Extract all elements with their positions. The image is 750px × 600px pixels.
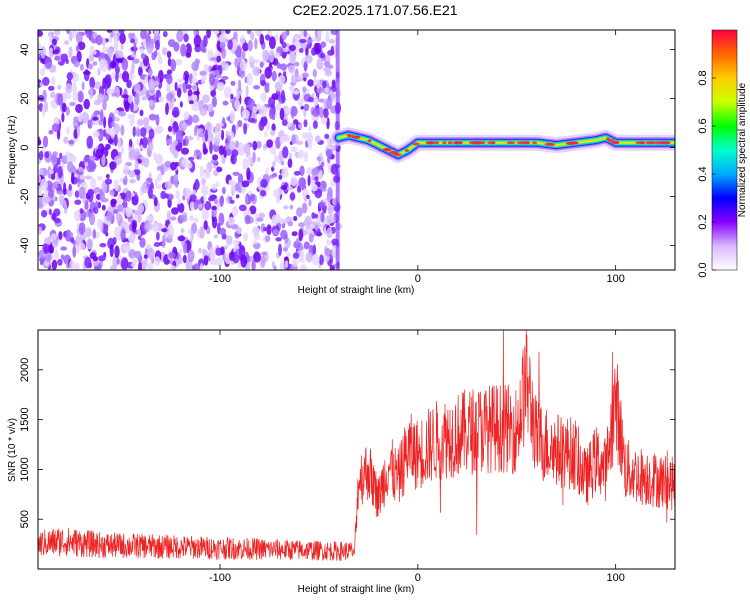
- colorbar-tick-label: 0.6: [697, 118, 709, 133]
- spectrogram-y-tick-label: 40: [19, 43, 31, 55]
- snr-series-path: [38, 330, 675, 562]
- spectrogram-panel: -100 0 100 -40 -20 0 20 40 Height of straight …: [7, 29, 676, 296]
- snr-y-tick-label: 500: [19, 510, 31, 528]
- spectrogram-x-tick-label: 0: [415, 273, 421, 285]
- spectrogram-noise-region: [38, 30, 342, 270]
- colorbar-tick-label: 0.4: [697, 166, 709, 181]
- plot-title: C2E2.2025.171.07.56.E21: [292, 2, 458, 18]
- snr-x-tick-label: 0: [415, 572, 421, 584]
- spectrogram-y-tick-label: -20: [19, 189, 31, 205]
- spectrogram-x-tick-label: -100: [209, 273, 231, 285]
- spectrogram-x-tick-label: 100: [606, 273, 624, 285]
- colorbar-gradient: [711, 29, 738, 271]
- snr-frame: [37, 329, 676, 570]
- snr-x-axis-label: Height of straight line (km): [298, 584, 415, 595]
- spectrogram-y-tick-label: -40: [19, 238, 31, 254]
- colorbar-label: Normalized spectral amplitude: [737, 82, 748, 217]
- snr-series-line: [38, 330, 675, 562]
- snr-panel: -100 0 100 500 1000 1500 2000 Height of strai…: [7, 329, 676, 595]
- spectrogram-y-axis-label: Frequency (Hz): [7, 116, 18, 185]
- colorbar-tick-label: 0.0: [697, 262, 709, 277]
- snr-y-tick-label: 2000: [19, 358, 31, 382]
- spectrogram-signal-track: [330, 127, 675, 163]
- colorbar: 0.0 0.2 0.4 0.6 0.8 Normalized spectral ampl…: [697, 29, 748, 278]
- spectrogram-frame: [37, 29, 676, 271]
- colorbar-tick-label: 0.8: [697, 70, 709, 85]
- snr-y-axis-label: SNR (10 * v/v): [7, 418, 18, 482]
- spectrogram-y-tick-label: 0: [19, 144, 31, 150]
- snr-x-tick-label: 100: [606, 572, 624, 584]
- spectrogram-y-tick-label: 20: [19, 92, 31, 104]
- colorbar-tick-label: 0.2: [697, 214, 709, 229]
- snr-background: [38, 330, 675, 569]
- spectrogram-x-axis-label: Height of straight line (km): [298, 285, 415, 296]
- snr-x-tick-label: -100: [209, 572, 231, 584]
- snr-y-tick-label: 1500: [19, 407, 31, 431]
- snr-y-tick-label: 1000: [19, 457, 31, 481]
